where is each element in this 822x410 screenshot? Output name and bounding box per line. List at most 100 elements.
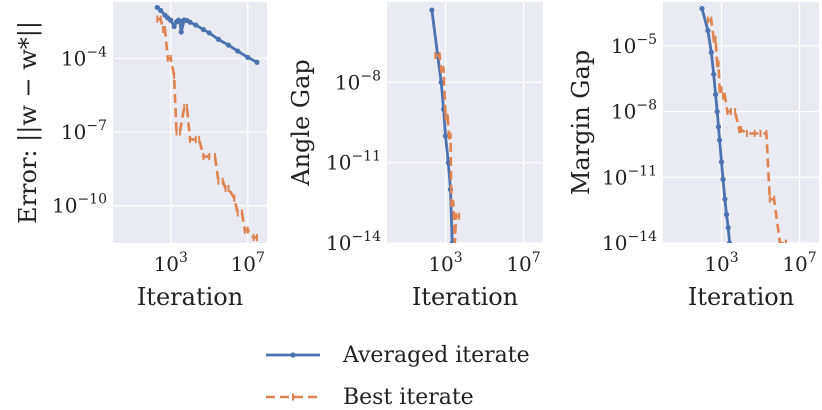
y-tick-label: 10−4: [61, 44, 107, 70]
y-tick-label: 10−8: [335, 68, 381, 94]
y-tick-label-exponent: −7: [86, 118, 107, 134]
averaged-iterate-point: [438, 79, 444, 85]
legend-label: Best iterate: [343, 385, 474, 410]
y-tick-label: 10−11: [326, 149, 381, 175]
averaged-iterate-point: [193, 22, 199, 28]
x-tick-label-exponent: 7: [532, 250, 541, 266]
averaged-iterate-point: [168, 17, 174, 23]
x-tick-label-exponent: 3: [454, 250, 463, 266]
subplot-3: 103 10710−510−810−1110−14IterationMargin …: [567, 2, 819, 311]
y-tick-label-exponent: −10: [77, 192, 107, 208]
y-tick-label-exponent: −4: [86, 44, 107, 60]
y-tick-label: 10−14: [602, 229, 657, 255]
averaged-iterate-point: [245, 54, 251, 61]
x-tick-label-base: 10: [782, 252, 807, 276]
y-tick-label: 10−14: [326, 229, 381, 255]
x-tick-label: 103: [428, 250, 462, 276]
y-tick-label-base: 10: [61, 120, 86, 144]
y-tick-label-base: 10: [326, 231, 351, 255]
legend-label: Averaged iterate: [342, 343, 530, 368]
averaged-iterate-point: [718, 159, 725, 165]
averaged-iterate-point: [206, 30, 212, 36]
averaged-iterate-point: [722, 196, 728, 202]
y-tick-label-exponent: −11: [627, 163, 657, 179]
series-group: [429, 7, 461, 243]
x-tick-label: 103: [154, 250, 188, 276]
x-tick-label-base: 10: [506, 252, 531, 276]
legend-marker: [290, 352, 296, 358]
y-tick-label-exponent: −14: [627, 229, 657, 245]
x-axis-label: Iteration: [137, 283, 243, 311]
averaged-iterate-point: [187, 19, 193, 25]
y-tick-label-exponent: −11: [351, 149, 381, 165]
y-tick-label-base: 10: [52, 194, 77, 218]
y-tick-label-base: 10: [335, 70, 360, 94]
x-tick-label-base: 10: [428, 252, 453, 276]
averaged-iterate-point: [708, 49, 714, 56]
x-tick-label-base: 10: [704, 252, 729, 276]
y-axis-label: Error: ||w − w*||: [14, 21, 43, 224]
averaged-iterate-point: [215, 36, 222, 42]
averaged-iterate-point: [723, 211, 730, 218]
legend-item: Best iterate: [266, 385, 474, 410]
plot-background: [387, 2, 543, 243]
averaged-iterate-point: [171, 23, 177, 30]
y-tick-label-exponent: −8: [636, 98, 657, 114]
legend-item: Averaged iterate: [266, 343, 530, 368]
averaged-iterate-point: [178, 29, 184, 35]
x-tick-label-base: 10: [231, 252, 256, 276]
y-tick-label-base: 10: [611, 34, 636, 58]
averaged-iterate-point: [715, 124, 722, 130]
averaged-iterate-point: [429, 7, 435, 13]
x-tick-label: 107: [506, 250, 540, 276]
series-group: [699, 5, 787, 243]
y-tick-label-exponent: −5: [636, 32, 657, 48]
x-tick-label-exponent: 7: [256, 250, 265, 266]
plot-background: [113, 2, 267, 243]
x-tick-label: 107: [231, 250, 265, 276]
averaged-iterate-point: [717, 137, 723, 143]
averaged-iterate-point: [154, 4, 160, 11]
y-tick-label-base: 10: [611, 100, 636, 124]
y-tick-label: 10−11: [602, 163, 657, 189]
y-tick-label-base: 10: [61, 46, 86, 70]
averaged-iterate-point: [711, 71, 717, 77]
x-tick-label: 107: [782, 250, 816, 276]
y-tick-label: 10−5: [611, 32, 657, 58]
legend: Averaged iterate Best iterate: [266, 343, 530, 410]
y-axis-label: Angle Gap: [287, 59, 315, 187]
x-tick-label-exponent: 7: [808, 250, 817, 266]
y-tick-label-base: 10: [602, 165, 627, 189]
y-tick-label: 10−8: [611, 98, 657, 124]
y-tick-label: 10−10: [52, 192, 107, 218]
y-axis-label: Margin Gap: [567, 50, 595, 195]
averaged-iterate-point: [699, 5, 705, 12]
x-tick-label-base: 10: [154, 252, 179, 276]
x-tick-label-exponent: 3: [730, 250, 739, 266]
y-tick-label-exponent: −8: [360, 68, 381, 84]
averaged-iterate-point: [720, 176, 726, 182]
series-group: [154, 4, 260, 242]
averaged-iterate-point: [200, 26, 207, 33]
averaged-iterate-point: [254, 59, 260, 65]
y-tick-label: 10−7: [61, 118, 107, 144]
y-tick-label-base: 10: [602, 231, 627, 255]
averaged-iterate-point: [442, 133, 449, 139]
averaged-iterate-point: [714, 108, 720, 115]
x-tick-label-exponent: 3: [179, 250, 188, 266]
averaged-iterate-point: [225, 42, 232, 48]
y-tick-label-base: 10: [326, 151, 351, 175]
averaged-iterate-point: [725, 225, 731, 231]
plot-background: [663, 2, 819, 243]
averaged-iterate-point: [177, 18, 183, 24]
averaged-iterate-point: [726, 240, 733, 243]
series-line-best-iterate: [157, 17, 257, 239]
averaged-iterate-point: [235, 48, 241, 54]
x-tick-label: 103: [704, 250, 738, 276]
x-axis-label: Iteration: [688, 283, 794, 311]
y-tick-label-exponent: −14: [351, 229, 381, 245]
